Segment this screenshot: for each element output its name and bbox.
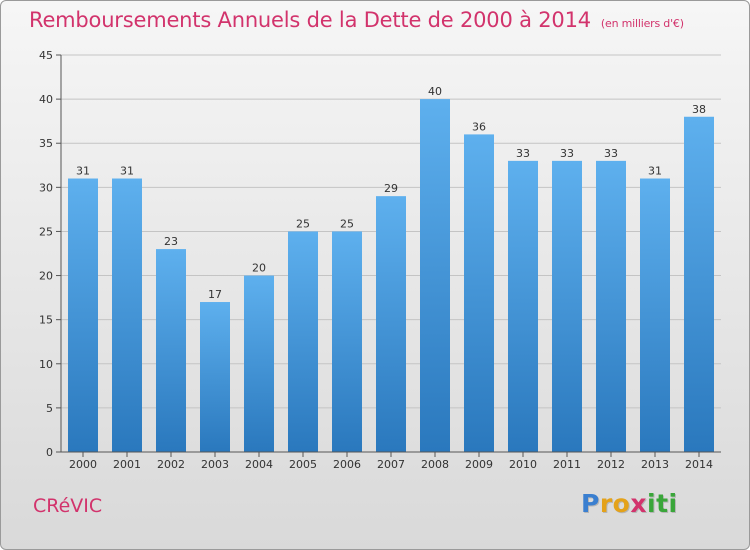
logo-letter: i xyxy=(668,489,678,518)
y-tick-label: 20 xyxy=(39,270,53,283)
x-tick-label: 2009 xyxy=(465,458,493,471)
bar xyxy=(640,178,670,452)
data-label: 33 xyxy=(604,147,618,160)
bar xyxy=(156,249,186,452)
x-tick-label: 2003 xyxy=(201,458,229,471)
y-tick-label: 40 xyxy=(39,93,53,106)
data-label: 31 xyxy=(120,165,134,178)
data-label: 17 xyxy=(208,288,222,301)
bar xyxy=(244,275,274,452)
commune-name: CRéVIC xyxy=(33,495,103,517)
bar xyxy=(464,134,494,452)
x-tick-label: 2012 xyxy=(597,458,625,471)
y-tick-label: 5 xyxy=(46,402,53,415)
bar xyxy=(596,160,626,452)
x-tick-label: 2005 xyxy=(289,458,317,471)
data-label: 33 xyxy=(516,147,530,160)
y-tick-label: 10 xyxy=(39,358,53,371)
data-label: 31 xyxy=(76,165,90,178)
bar xyxy=(508,160,538,452)
unit-note: (en milliers d'€) xyxy=(600,17,684,30)
x-tick-label: 2002 xyxy=(157,458,185,471)
logo-letter: o xyxy=(612,489,631,518)
data-label: 25 xyxy=(296,217,310,230)
bar xyxy=(288,231,318,452)
x-tick-label: 2008 xyxy=(421,458,449,471)
proxiti-logo: Proxiti xyxy=(581,489,678,518)
x-tick-label: 2010 xyxy=(509,458,537,471)
data-label: 31 xyxy=(648,165,662,178)
bar xyxy=(552,160,582,452)
x-tick-label: 2011 xyxy=(553,458,581,471)
logo-letter: r xyxy=(599,489,613,518)
x-tick-label: 2006 xyxy=(333,458,361,471)
y-tick-label: 35 xyxy=(39,137,53,150)
chart-title-text: Remboursements Annuels de la Dette de 20… xyxy=(29,8,591,32)
bar xyxy=(200,302,230,452)
chart-title: Remboursements Annuels de la Dette de 20… xyxy=(29,8,684,32)
bar xyxy=(420,99,450,452)
bar xyxy=(112,178,142,452)
data-label: 29 xyxy=(384,182,398,195)
logo-letter: i xyxy=(647,489,657,518)
data-label: 36 xyxy=(472,120,486,133)
data-label: 40 xyxy=(428,85,442,98)
logo-letter: x xyxy=(630,489,647,518)
data-label: 23 xyxy=(164,235,178,248)
data-label: 25 xyxy=(340,217,354,230)
x-tick-label: 2004 xyxy=(245,458,273,471)
data-label: 33 xyxy=(560,147,574,160)
x-tick-label: 2013 xyxy=(641,458,669,471)
y-tick-label: 0 xyxy=(46,446,53,459)
x-tick-label: 2014 xyxy=(685,458,713,471)
bar xyxy=(376,196,406,452)
bar xyxy=(332,231,362,452)
y-tick-label: 25 xyxy=(39,225,53,238)
data-label: 38 xyxy=(692,103,706,116)
logo-letter: t xyxy=(656,489,669,518)
logo-letter: P xyxy=(581,489,600,518)
bar xyxy=(68,178,98,452)
bar xyxy=(684,116,714,452)
data-label: 20 xyxy=(252,262,266,275)
x-tick-label: 2007 xyxy=(377,458,405,471)
x-tick-label: 2001 xyxy=(113,458,141,471)
y-tick-label: 45 xyxy=(39,49,53,62)
x-tick-label: 2000 xyxy=(69,458,97,471)
y-tick-label: 30 xyxy=(39,181,53,194)
data-labels: 31 31 23 17 20 25 25 29 40 36 33 33 33 31 38 xyxy=(76,85,706,301)
y-tick-label: 15 xyxy=(39,314,53,327)
axes: 0 5 10 15 20 25 30 35 40 45 2000 2001 2002 2003 2004 20… xyxy=(39,49,721,471)
bars xyxy=(68,99,714,452)
